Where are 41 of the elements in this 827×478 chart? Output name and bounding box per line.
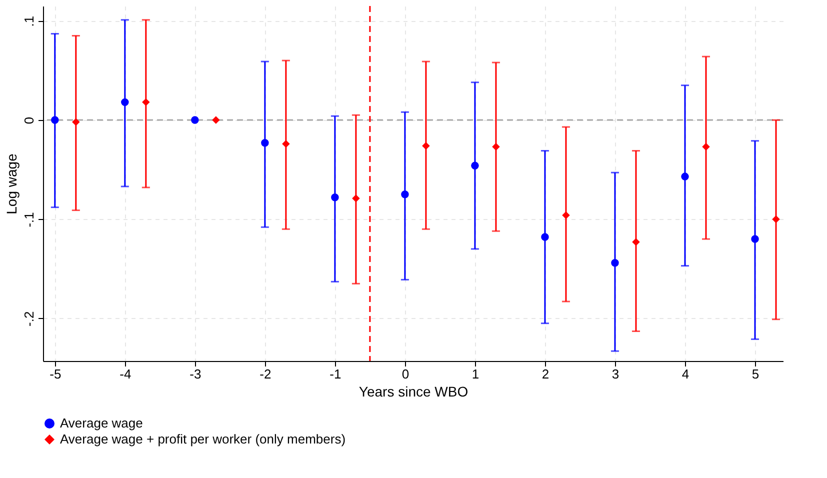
x-tick-label: -1 (330, 366, 342, 382)
x-tick-label: 1 (472, 366, 480, 382)
point (282, 140, 290, 148)
y-axis-title: Log wage (4, 153, 20, 214)
x-tick-label: 3 (612, 366, 620, 382)
y-tick-label: .1 (22, 16, 36, 27)
point (772, 215, 780, 224)
point (492, 142, 500, 151)
x-axis-title: Years since WBO (358, 384, 468, 400)
point (51, 116, 59, 124)
x-tick-label: -3 (190, 366, 202, 382)
x-tick-label: 4 (682, 366, 690, 382)
y-tick-label: -.2 (22, 311, 36, 326)
x-tick-label: 0 (402, 366, 410, 382)
x-tick-label: 5 (752, 366, 760, 382)
point (471, 162, 479, 170)
point (142, 98, 150, 106)
x-tick-label: -5 (50, 366, 62, 382)
point (681, 172, 689, 180)
point (422, 142, 430, 150)
point (751, 235, 759, 243)
point (401, 190, 409, 198)
legend-label: Average wage + profit per worker (only members) (60, 432, 346, 446)
x-tick-label: -2 (260, 366, 272, 382)
x-tick-label: 2 (542, 366, 550, 382)
point (632, 238, 640, 246)
point (261, 138, 269, 147)
point (562, 211, 570, 220)
x-tick-label: -4 (120, 366, 132, 382)
y-tick-label: -.1 (22, 212, 36, 228)
point (541, 233, 549, 241)
point (702, 142, 710, 151)
y-tick-label: 0 (22, 116, 36, 124)
point (121, 98, 129, 106)
point (72, 118, 80, 126)
point (352, 194, 360, 202)
legend-label: Average wage (60, 416, 143, 430)
point (611, 258, 619, 267)
point (191, 116, 199, 124)
point (331, 194, 339, 202)
point (212, 116, 220, 124)
